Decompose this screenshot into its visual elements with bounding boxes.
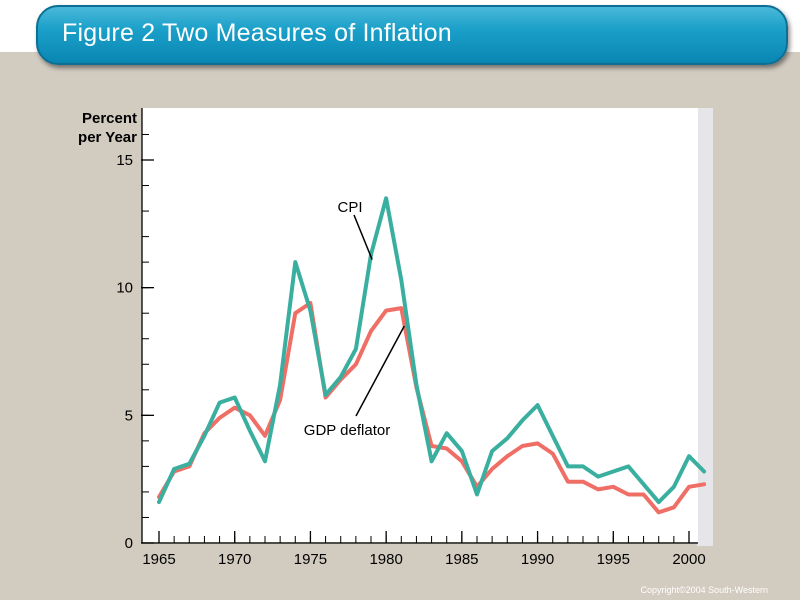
copyright-text: Copyright©2004 South-Western — [640, 585, 768, 595]
x-tick-label: 1970 — [218, 551, 251, 568]
series-line-gdp-deflator — [157, 301, 707, 515]
y-tick-label: 0 — [125, 535, 133, 552]
y-axis-title: Percent — [82, 110, 137, 127]
x-tick-label: 1980 — [369, 551, 402, 568]
title-bar: Figure 2 Two Measures of Inflation — [36, 5, 788, 65]
x-tick-label: 1990 — [521, 551, 554, 568]
annotation-gdp-leader — [355, 325, 405, 417]
plot-area — [142, 108, 698, 542]
y-tick-label: 5 — [125, 407, 133, 424]
x-tick-label: 1975 — [294, 551, 327, 568]
x-tick-label: 2000 — [672, 551, 705, 568]
y-axis-title: per Year — [78, 129, 137, 146]
axes: 0 5 10 15 1965 1970 1975 1980 1985 1990 1995 2000 Pe… — [78, 108, 706, 568]
annotation-layer: CPI GDP deflator — [304, 199, 405, 439]
annotation-cpi-leader — [353, 214, 373, 260]
y-tick-label: 10 — [116, 280, 133, 297]
series-layer — [157, 196, 707, 515]
x-tick-label: 1965 — [142, 551, 175, 568]
x-tick-label: 1995 — [597, 551, 630, 568]
y-tick-label: 15 — [116, 152, 133, 169]
page-title: Figure 2 Two Measures of Inflation — [62, 19, 452, 47]
series-line-cpi — [157, 196, 707, 505]
annotation-cpi: CPI — [337, 199, 362, 216]
annotation-gdp-deflator: GDP deflator — [304, 422, 390, 439]
plot-shadow — [697, 108, 713, 546]
x-tick-label: 1985 — [445, 551, 478, 568]
